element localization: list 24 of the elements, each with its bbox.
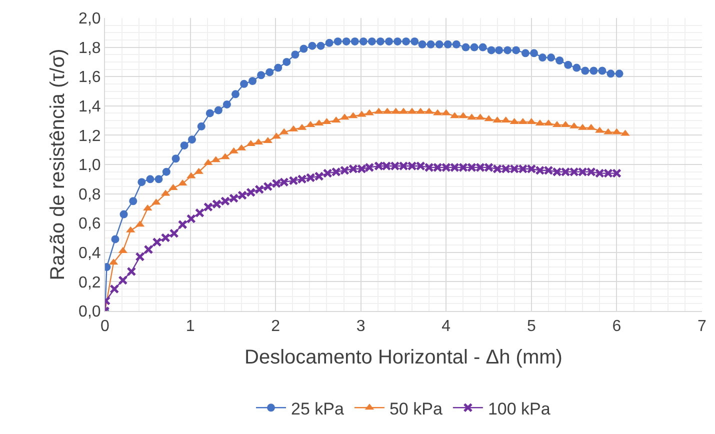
x-tick-label: 7	[698, 318, 707, 336]
x-tick-label: 5	[526, 318, 536, 336]
y-tick-label: 1,8	[78, 40, 101, 57]
legend-label: 25 kPa	[291, 399, 344, 418]
y-tick-label: 0,0	[78, 304, 101, 321]
x-tick-label: 4	[442, 318, 451, 336]
y-tick-label: 0,6	[78, 216, 101, 233]
y-tick-label: 1,0	[78, 157, 101, 174]
y-tick-label: 1,6	[78, 69, 101, 86]
x-tick-label: 3	[356, 318, 366, 336]
y-tick-label: 1,2	[78, 128, 101, 145]
y-tick-label: 0,2	[78, 274, 101, 292]
y-tick-label: 2,0	[78, 10, 101, 28]
x-tick-label: 6	[612, 318, 622, 336]
legend-label: 100 kPa	[488, 399, 551, 418]
x-axis-title: Deslocamento Horizontal - Δh (mm)	[244, 346, 562, 369]
x-tick-label: 1	[186, 318, 195, 336]
legend-label: 50 kPa	[389, 399, 443, 418]
y-axis-title: Razão de resistência (τ/σ)	[47, 48, 70, 280]
x-tick-label: 2	[271, 318, 280, 336]
y-tick-label: 0,8	[78, 186, 101, 204]
y-tick-label: 1,4	[78, 98, 101, 116]
y-tick-label: 0,4	[78, 245, 101, 262]
x-tick-label: 0	[100, 318, 110, 336]
